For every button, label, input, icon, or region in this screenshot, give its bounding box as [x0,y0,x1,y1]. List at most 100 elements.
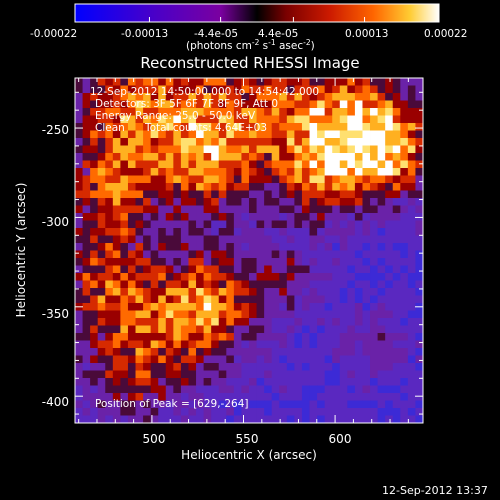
heatmap-cell [317,318,326,326]
heatmap-cell [218,168,227,176]
heatmap-cell [180,295,189,304]
heatmap-cell [339,190,348,199]
heatmap-cell [324,318,333,326]
heatmap-cell [377,153,386,161]
heatmap-cell [370,145,379,154]
heatmap-cell [264,145,273,154]
heatmap-cell [332,303,341,311]
heatmap-cell [127,280,136,289]
heatmap-cell [400,333,409,341]
heatmap-cell [120,235,129,244]
heatmap-cell [112,205,121,214]
heatmap-cell [271,310,280,319]
heatmap-cell [324,243,333,251]
heatmap-cell [158,78,167,86]
heatmap-cell [211,220,220,229]
heatmap-cell [75,160,83,169]
heatmap-cell [233,235,242,244]
heatmap-cell [301,250,310,259]
heatmap-cell [150,123,159,131]
heatmap-cell [226,243,235,251]
heatmap-cell [120,228,129,236]
heatmap-cell [143,415,152,423]
heatmap-cell [415,85,423,94]
heatmap-cell [203,190,212,199]
heatmap-cell [249,183,257,191]
heatmap-cell [332,243,341,251]
heatmap-cell [233,220,242,229]
heatmap-cell [286,400,295,409]
heatmap-cell [400,325,409,334]
heatmap-cell [165,378,174,386]
heatmap-cell [286,265,295,274]
heatmap-cell [294,385,303,394]
heatmap-cell [354,78,363,86]
heatmap-cell [347,393,356,401]
heatmap-cell [218,378,227,386]
heatmap-cell [143,303,152,311]
heatmap-cell [173,408,182,416]
heatmap-cell [370,393,379,401]
heatmap-cell [362,138,371,146]
heatmap-cell [370,318,379,326]
heatmap-cell [256,295,265,304]
heatmap-cell [264,325,273,334]
heatmap-cell [241,235,250,244]
heatmap-cell [135,198,144,206]
heatmap-cell [294,205,303,214]
heatmap-cell [279,265,288,274]
heatmap-cell [226,115,235,124]
heatmap-cell [218,265,227,274]
heatmap-cell [120,175,129,184]
heatmap-cell [97,108,106,116]
heatmap-cell [150,408,159,416]
heatmap-cell [347,370,356,379]
heatmap-cell [97,408,106,416]
heatmap-cell [249,348,257,356]
heatmap-cell [249,265,257,274]
heatmap-cell [105,325,114,334]
heatmap-cell [354,363,363,371]
heatmap-cell [90,108,99,116]
heatmap-cell [347,160,356,169]
heatmap-cell [150,100,159,109]
heatmap-cell [354,310,363,319]
heatmap-cell [271,108,280,116]
heatmap-cell [256,393,265,401]
heatmap-cell [135,303,144,311]
heatmap-cell [158,93,167,101]
heatmap-cell [317,348,326,356]
heatmap-cell [354,198,363,206]
heatmap-cell [97,198,106,206]
heatmap-cell [354,228,363,236]
heatmap-cell [415,258,423,266]
heatmap-cell [317,115,326,124]
heatmap-cell [188,385,197,394]
heatmap-cell [407,145,416,154]
heatmap-cell [385,340,394,349]
heatmap-cell [385,108,394,116]
heatmap-cell [150,198,159,206]
heatmap-cell [354,295,363,304]
heatmap-cell [143,310,152,319]
heatmap-cell [112,288,121,296]
heatmap-cell [362,378,371,386]
heatmap-cell [158,280,167,289]
heatmap-cell [317,228,326,236]
heatmap-cell [400,273,409,281]
heatmap-cell [112,333,121,341]
heatmap-cell [317,303,326,311]
heatmap-cell [105,348,114,356]
heatmap-cell [362,273,371,281]
heatmap-cell [127,93,136,101]
heatmap-cell [226,205,235,214]
heatmap-cell [90,333,99,341]
heatmap-cell [203,295,212,304]
heatmap-cell [143,258,152,266]
heatmap-cell [309,153,318,161]
heatmap-cell [97,160,106,169]
heatmap-cell [415,153,423,161]
heatmap-cell [135,250,144,259]
heatmap-cell [392,123,401,131]
heatmap-cell [301,183,310,191]
